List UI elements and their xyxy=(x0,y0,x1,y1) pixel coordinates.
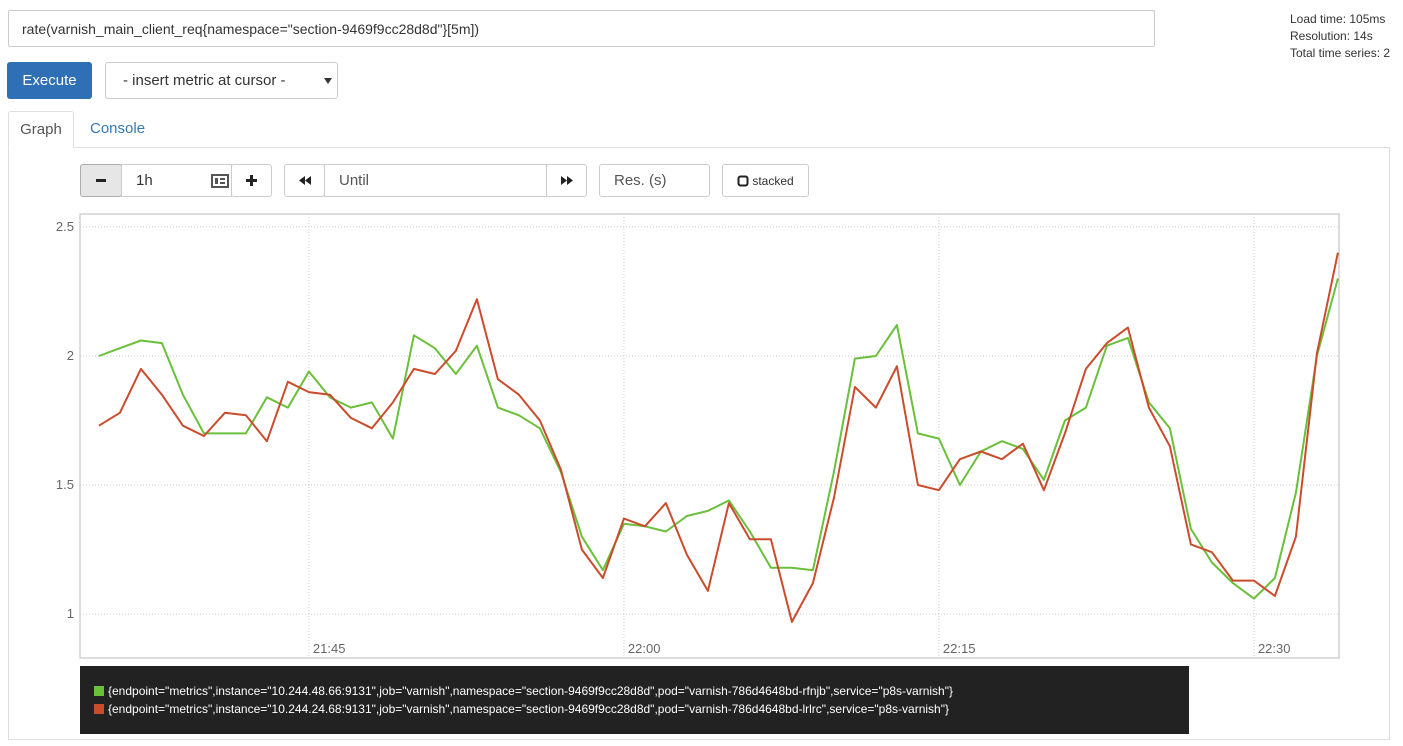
resolution: Resolution: 14s xyxy=(1290,29,1373,43)
metric-select[interactable]: - insert metric at cursor - xyxy=(105,62,338,99)
y-tick-label: 1.5 xyxy=(56,477,74,492)
legend-entry[interactable]: {endpoint="metrics",instance="10.244.48.… xyxy=(80,682,1189,700)
x-tick-label: 21:45 xyxy=(313,641,346,656)
legend: {endpoint="metrics",instance="10.244.48.… xyxy=(80,666,1189,734)
range-input[interactable]: 1h xyxy=(121,164,232,197)
legend-entry[interactable]: {endpoint="metrics",instance="10.244.24.… xyxy=(80,700,1189,718)
legend-label: {endpoint="metrics",instance="10.244.48.… xyxy=(108,684,953,698)
console-tab-label: Console xyxy=(90,120,146,137)
series-line xyxy=(98,278,1339,600)
forward-icon xyxy=(560,176,573,185)
legend-swatch xyxy=(94,704,104,714)
stats: Load time: 105ms Resolution: 14s Total t… xyxy=(1290,11,1390,62)
range-value: 1h xyxy=(136,172,153,189)
execute-label: Execute xyxy=(22,72,77,89)
y-tick-label: 2 xyxy=(67,348,74,363)
rewind-icon xyxy=(298,176,311,185)
legend-swatch xyxy=(94,686,104,696)
load-time: Load time: 105ms xyxy=(1290,12,1386,26)
plot-frame xyxy=(79,213,1340,659)
graph-tab[interactable]: Graph xyxy=(8,111,74,148)
range-plus[interactable] xyxy=(231,164,272,197)
series-line xyxy=(98,252,1339,623)
x-tick-label: 22:30 xyxy=(1258,641,1291,656)
x-tick-label: 22:00 xyxy=(628,641,661,656)
query-input[interactable]: rate(varnish_main_client_req{namespace="… xyxy=(8,10,1155,47)
time-forward[interactable] xyxy=(546,164,587,197)
until-input[interactable]: Until xyxy=(324,164,547,197)
calendar-icon xyxy=(211,174,229,188)
plus-icon xyxy=(246,175,257,186)
metric-select-label: - insert metric at cursor - xyxy=(123,72,286,89)
graph-panel xyxy=(8,147,1390,740)
graph-tab-label: Graph xyxy=(20,121,62,138)
y-tick-label: 1 xyxy=(67,606,74,621)
stacked-label: stacked xyxy=(752,173,794,188)
legend-label: {endpoint="metrics",instance="10.244.24.… xyxy=(108,702,949,716)
until-placeholder: Until xyxy=(339,172,370,189)
console-tab[interactable]: Console xyxy=(90,120,145,137)
stacked-toggle[interactable]: stacked xyxy=(722,164,809,197)
total-series: Total time series: 2 xyxy=(1290,46,1391,60)
minus-icon xyxy=(96,178,106,182)
y-tick-label: 2.5 xyxy=(56,219,74,234)
resolution-placeholder: Res. (s) xyxy=(614,172,667,189)
execute-button[interactable]: Execute xyxy=(7,62,92,99)
x-tick-label: 22:15 xyxy=(943,641,976,656)
query-text: rate(varnish_main_client_req{namespace="… xyxy=(22,21,480,37)
resolution-input[interactable]: Res. (s) xyxy=(599,164,710,197)
dropdown-arrow xyxy=(324,78,332,84)
time-back[interactable] xyxy=(284,164,325,197)
range-minus[interactable] xyxy=(80,164,122,197)
checkbox-icon xyxy=(737,175,749,186)
